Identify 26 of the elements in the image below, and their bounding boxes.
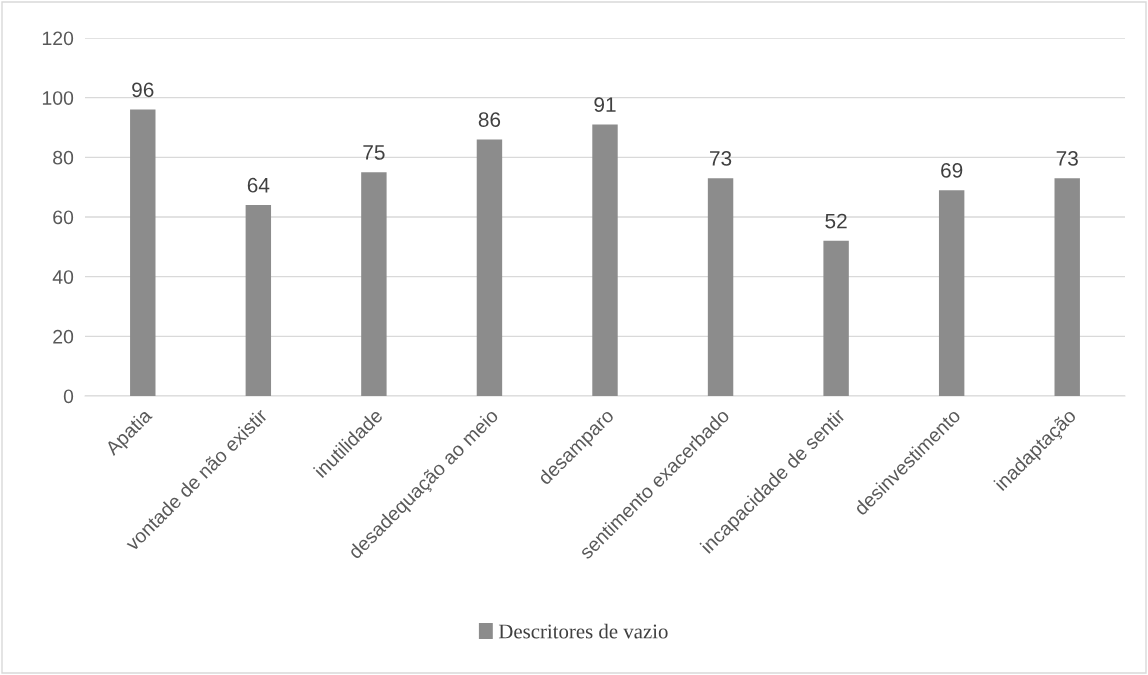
y-tick-label: 20: [53, 329, 74, 344]
y-tick-label: 120: [42, 31, 74, 46]
data-label: 73: [710, 151, 732, 166]
data-label: 69: [941, 162, 963, 178]
data-label: 91: [594, 97, 616, 113]
bar: [245, 205, 272, 396]
bar: [1054, 178, 1080, 396]
data-label: 96: [132, 82, 154, 98]
bar: [707, 178, 734, 396]
legend-label: Descritores de vazio: [498, 623, 668, 639]
bar: [938, 190, 965, 396]
data-label: 52: [825, 213, 847, 229]
data-label: 75: [363, 145, 385, 160]
bar: [592, 124, 618, 396]
y-tick-label: 100: [42, 91, 74, 105]
data-label: 64: [247, 177, 270, 193]
bar: [130, 109, 156, 396]
y-tick-label: 0: [63, 389, 74, 404]
bar: [361, 172, 387, 396]
bar: [476, 139, 503, 396]
y-tick-label: 80: [53, 150, 74, 165]
data-label: 73: [1056, 151, 1078, 166]
data-label: 86: [478, 112, 501, 127]
y-tick-label: 60: [53, 210, 74, 225]
y-tick-label: 40: [52, 270, 74, 284]
bar: [823, 240, 849, 396]
